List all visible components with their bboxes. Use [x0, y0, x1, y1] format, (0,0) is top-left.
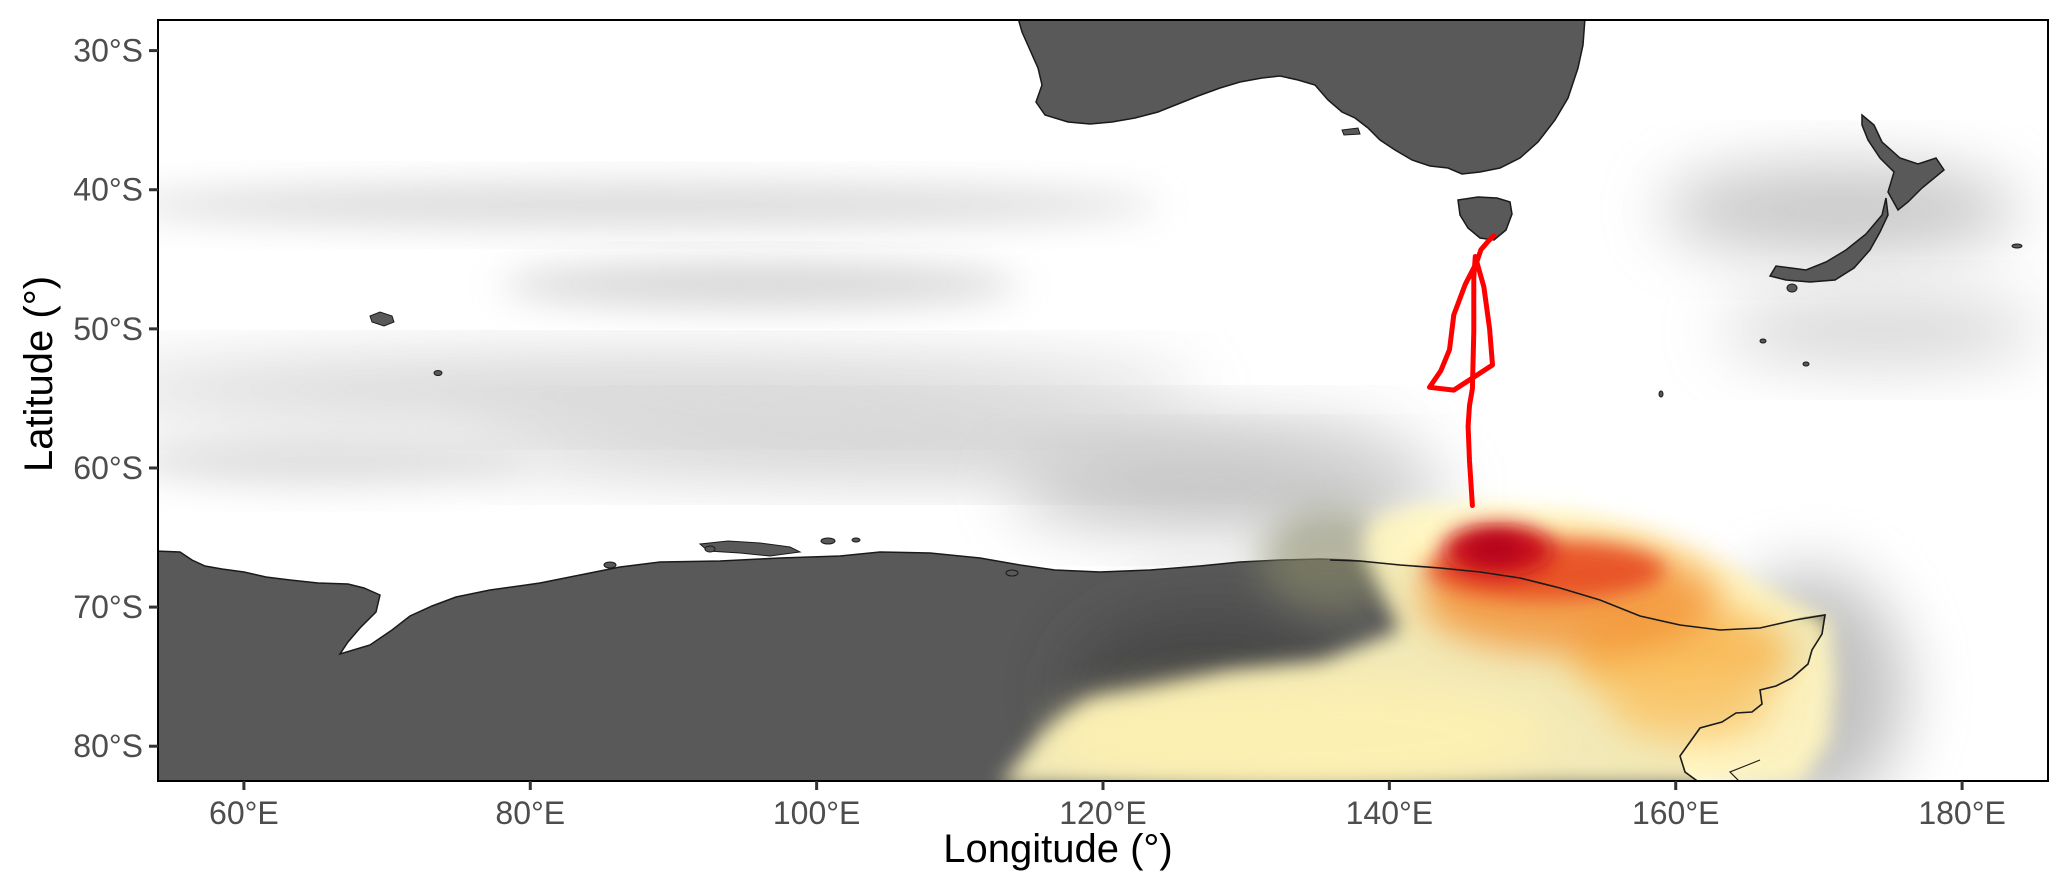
new-zealand-south-island — [1768, 197, 1889, 283]
x-axis-title: Longitude (°) — [943, 827, 1172, 871]
density-band — [158, 360, 1200, 420]
y-axis: 30°S 40°S 50°S 60°S 70°S 80°S — [73, 33, 158, 764]
coastal-islet — [704, 545, 716, 553]
coastal-islet — [1005, 569, 1019, 577]
coastal-islet — [851, 537, 861, 543]
x-tick-label: 180°E — [1918, 795, 2006, 831]
kerguelen-islands — [369, 311, 395, 327]
x-tick-label: 120°E — [1059, 795, 1147, 831]
macquarie-island — [1658, 390, 1664, 398]
density-hotspot — [1003, 504, 1835, 781]
x-axis: 60°E 80°E 100°E 120°E 140°E 160°E 180°E — [209, 781, 2006, 831]
shackleton-ice-shelf — [698, 540, 802, 557]
campbell-island — [1802, 361, 1810, 367]
ship-track — [1427, 233, 1497, 508]
coastal-islet — [603, 561, 617, 569]
ross-ice-shelf-edge — [1728, 759, 1761, 781]
y-tick-label: 60°S — [73, 450, 143, 486]
density-band — [158, 183, 1160, 227]
new-zealand-north-island — [1861, 113, 1946, 212]
coastal-islet — [820, 537, 836, 545]
y-tick-label: 30°S — [73, 33, 143, 69]
x-tick-label: 160°E — [1632, 795, 1720, 831]
hotspot-pale-lobe — [1050, 680, 1550, 781]
x-tick-label: 100°E — [773, 795, 861, 831]
density-band — [500, 263, 1020, 307]
hotspot-orange-south — [1610, 667, 1770, 743]
y-tick-label: 80°S — [73, 728, 143, 764]
x-tick-label: 140°E — [1346, 795, 1434, 831]
x-tick-label: 60°E — [209, 795, 279, 831]
kangaroo-island — [1341, 127, 1361, 136]
density-band — [1010, 452, 1450, 528]
auckland-islands — [1759, 338, 1767, 344]
density-band — [1660, 165, 2020, 255]
y-tick-label: 40°S — [73, 172, 143, 208]
hotspot-core-center — [1467, 535, 1523, 561]
y-tick-label: 50°S — [73, 311, 143, 347]
tasmania-island — [1457, 196, 1513, 241]
australia-landmass — [1017, 20, 1586, 175]
map-panel — [158, 20, 2048, 781]
stewart-island — [1786, 283, 1798, 293]
heard-island — [433, 370, 443, 376]
density-band — [158, 434, 530, 486]
x-tick-label: 80°E — [495, 795, 565, 831]
chatham-island — [2011, 243, 2023, 249]
y-axis-title: Latitude (°) — [17, 276, 61, 472]
background-density-layer — [158, 165, 2040, 781]
ross-sea-coastline — [1329, 559, 1826, 781]
density-band — [1720, 295, 2040, 365]
y-tick-label: 70°S — [73, 589, 143, 625]
